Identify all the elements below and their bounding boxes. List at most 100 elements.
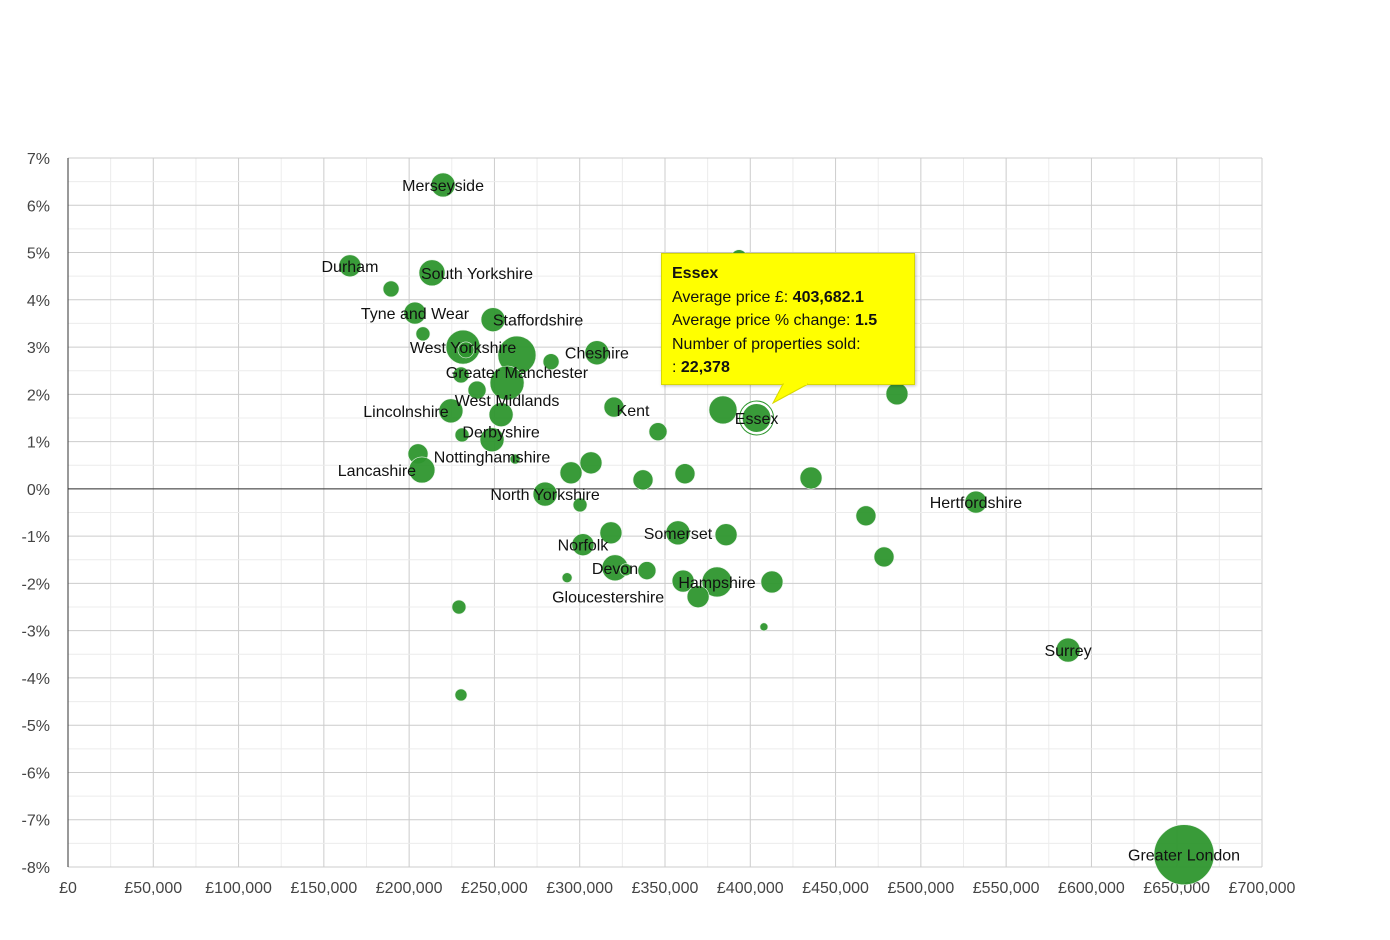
bubble-cheshire — [584, 340, 610, 366]
x-tick-label: £600,000 — [1058, 880, 1125, 897]
bubble-tyne-and-wear — [403, 301, 427, 325]
bubble-unlabeled — [632, 469, 654, 491]
tooltip-sold-label: Number of properties sold: — [672, 335, 861, 353]
x-tick-label: £250,000 — [461, 880, 528, 897]
bubble-lincolnshire — [438, 398, 464, 424]
y-tick-label: 4% — [27, 293, 50, 310]
bubble-unlabeled — [671, 569, 695, 593]
y-tick-label: -5% — [22, 718, 50, 735]
bubble-unlabeled — [542, 353, 560, 371]
bubble-unlabeled — [452, 366, 470, 384]
bubble-unlabeled — [674, 463, 696, 485]
bubble-unlabeled — [599, 521, 623, 545]
y-tick-label: 7% — [27, 151, 50, 168]
bubble-essex — [740, 401, 773, 434]
x-tick-label: £700,000 — [1229, 880, 1296, 897]
bubble-unlabeled — [855, 505, 877, 527]
bubble-label: Greater London — [1128, 848, 1240, 865]
y-tick-label: 3% — [27, 340, 50, 357]
bubble-gloucestershire — [686, 585, 710, 608]
x-tick-label: £50,000 — [124, 880, 182, 897]
tooltip-sold-value: 22,378 — [680, 359, 730, 376]
tooltip-sold-prefix: : — [672, 359, 677, 376]
bubble-hampshire — [701, 566, 733, 598]
bubble-lancashire — [408, 456, 436, 484]
bubble-unlabeled — [885, 382, 909, 406]
x-tick-label: £300,000 — [546, 880, 613, 897]
bubble-unlabeled — [382, 280, 400, 298]
bubble-unlabeled — [572, 497, 588, 513]
bubble-label: Kent — [617, 403, 650, 420]
bubble-unlabeled — [637, 561, 657, 580]
bubble-highlight-ring — [739, 400, 775, 436]
bubble-durham — [338, 254, 362, 278]
x-tick-label: £150,000 — [290, 880, 357, 897]
bubble-label: West Yorkshire — [410, 340, 517, 357]
y-tick-label: 6% — [27, 198, 50, 215]
bubble-unlabeled — [509, 453, 521, 465]
bubble-unlabeled — [714, 523, 738, 547]
tooltip-price-label: Average price £: — [672, 288, 789, 306]
bubble-unlabeled — [579, 451, 603, 475]
tooltip-price-value: 403,682.1 — [792, 288, 864, 306]
bubble-staffordshire — [480, 307, 506, 332]
bubble-merseyside — [430, 172, 456, 198]
x-tick-label: £450,000 — [802, 880, 869, 897]
bubble-label: Durham — [322, 259, 379, 276]
bubble-label: Lincolnshire — [363, 404, 448, 421]
bubble-label: Lancashire — [338, 463, 416, 480]
y-tick-label: -4% — [22, 671, 50, 688]
bubble-west-midlands — [489, 365, 525, 401]
bubble-label: Gloucestershire — [552, 590, 664, 607]
bubble-label: Surrey — [1044, 643, 1091, 660]
bubble-unlabeled — [799, 466, 823, 490]
x-tick-label: £350,000 — [632, 880, 699, 897]
x-tick-label: £550,000 — [973, 880, 1040, 897]
bubble-nottinghamshire — [479, 427, 505, 453]
bubble-unlabeled — [559, 461, 583, 485]
bubble-unlabeled — [454, 427, 470, 443]
bubble-label: Tyne and Wear — [361, 306, 470, 323]
y-tick-label: 2% — [27, 387, 50, 404]
bubble-somerset — [665, 520, 691, 546]
y-tick-label: 5% — [27, 246, 50, 263]
y-tick-label: -6% — [22, 765, 50, 782]
bubble-unlabeled — [457, 341, 475, 359]
x-tick-label: £400,000 — [717, 880, 784, 897]
x-tick-label: £100,000 — [205, 880, 272, 897]
bubble-unlabeled — [759, 622, 769, 632]
y-tick-label: -1% — [22, 529, 50, 546]
bubble-label: Devon — [592, 561, 638, 578]
y-tick-label: 1% — [27, 435, 50, 452]
bubble-label: Cheshire — [565, 346, 629, 363]
bubble-unlabeled — [561, 572, 573, 584]
bubble-label: Somerset — [644, 526, 713, 543]
tooltip-change-label: Average price % change: — [672, 312, 851, 329]
bubble-label: Hertfordshire — [930, 495, 1023, 512]
bubble-label: Essex — [735, 411, 779, 428]
bubble-derbyshire — [488, 402, 514, 427]
bubble-label: Greater Manchester — [446, 365, 589, 382]
bubble-label: Hampshire — [678, 575, 755, 592]
bubble-unlabeled — [454, 688, 468, 702]
bubble-unlabeled — [603, 396, 625, 418]
y-tick-label: 0% — [27, 482, 50, 499]
bubble-label: Merseyside — [402, 178, 484, 195]
bubble-unlabeled — [451, 599, 467, 615]
bubble-label: Norfolk — [558, 538, 610, 555]
bubble-label: North Yorkshire — [490, 487, 599, 504]
bubble-label: Derbyshire — [462, 425, 539, 442]
tooltip-change-value: 1.5 — [854, 312, 878, 329]
x-tick-label: £500,000 — [887, 880, 954, 897]
bubble-south-yorkshire — [418, 259, 446, 287]
bubble-label: Nottinghamshire — [434, 450, 551, 467]
x-tick-label: £0 — [59, 880, 77, 897]
tooltip: Essex Average price £: 403,682.1 Average… — [661, 253, 915, 385]
bubble-label: Staffordshire — [493, 313, 584, 330]
bubble-unlabeled — [648, 422, 668, 441]
bubble-north-yorkshire — [532, 481, 558, 507]
bubble-unlabeled — [619, 563, 633, 576]
y-tick-label: -7% — [22, 813, 50, 830]
